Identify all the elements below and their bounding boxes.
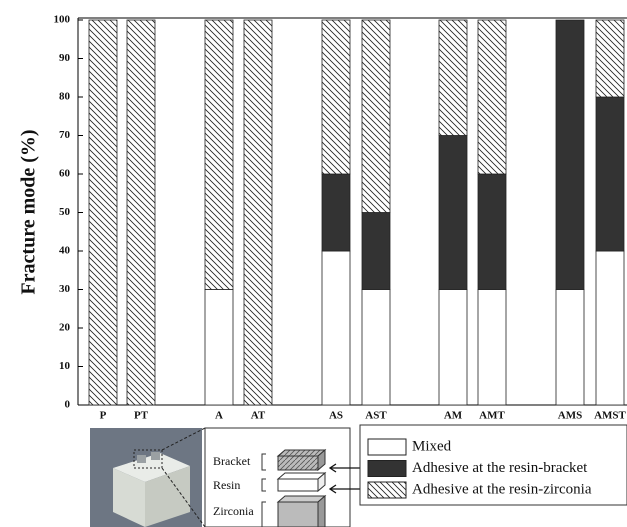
- bar-segment: [596, 251, 624, 405]
- legend-label: Mixed: [412, 438, 452, 454]
- y-tick-label: 80: [59, 91, 71, 103]
- bar-segment: [362, 20, 390, 213]
- y-tick-label: 90: [59, 52, 71, 64]
- y-tick-label: 60: [59, 168, 71, 180]
- x-tick-label: PT: [134, 410, 149, 422]
- bar-segment: [89, 20, 117, 405]
- y-tick-label: 40: [59, 245, 71, 257]
- x-tick-label: AST: [365, 410, 387, 422]
- bar-segment: [205, 290, 233, 406]
- y-tick-label: 70: [59, 129, 71, 141]
- x-tick-label: P: [100, 410, 107, 422]
- bar-segment: [244, 20, 272, 405]
- bar-segment: [478, 290, 506, 406]
- bar-segment: [439, 20, 467, 136]
- x-tick-label: AT: [251, 410, 266, 422]
- bar-segment: [205, 20, 233, 290]
- x-tick-label: A: [215, 410, 223, 422]
- x-tick-label: AMT: [479, 410, 505, 422]
- inset-label: Zirconia: [213, 504, 254, 518]
- x-tick-label: AM: [444, 410, 463, 422]
- chart: Fracture mode (%) 0 10 20 30 40 50 60 70 80 90 100…: [0, 0, 627, 527]
- bar-segment: [556, 20, 584, 290]
- bar-segment: [596, 20, 624, 97]
- inset-label: Resin: [213, 478, 240, 492]
- bar-segment: [556, 290, 584, 406]
- bar-segment: [322, 251, 350, 405]
- y-tick-label: 0: [65, 399, 71, 411]
- bar-segment: [596, 97, 624, 251]
- y-tick-label: 10: [59, 360, 71, 372]
- legend-swatch: [368, 439, 406, 455]
- bar-segment: [439, 136, 467, 290]
- bar-segment: [362, 290, 390, 406]
- bar-segment: [322, 20, 350, 174]
- x-tick-label: AS: [329, 410, 343, 422]
- bar-segment: [322, 174, 350, 251]
- y-axis-label: Fracture mode (%): [18, 129, 40, 294]
- x-tick-label: AMS: [558, 410, 582, 422]
- legend-swatch: [368, 482, 406, 498]
- axis-frame: [78, 18, 627, 405]
- legend-label: Adhesive at the resin-zirconia: [412, 481, 592, 497]
- x-tick-label: AMST: [594, 410, 626, 422]
- y-tick-label: 30: [59, 283, 71, 295]
- bar-segment: [478, 174, 506, 290]
- legend-swatch: [368, 461, 406, 477]
- legend-label: Adhesive at the resin-bracket: [412, 460, 588, 476]
- bar-segment: [127, 20, 155, 405]
- bar-segment: [478, 20, 506, 174]
- bar-segment: [362, 213, 390, 290]
- bar-segment: [439, 290, 467, 406]
- y-tick-label: 100: [54, 14, 71, 26]
- y-tick-label: 20: [59, 322, 71, 334]
- inset-label: Bracket: [213, 454, 251, 468]
- y-tick-label: 50: [59, 206, 71, 218]
- photo-inset: [90, 428, 205, 527]
